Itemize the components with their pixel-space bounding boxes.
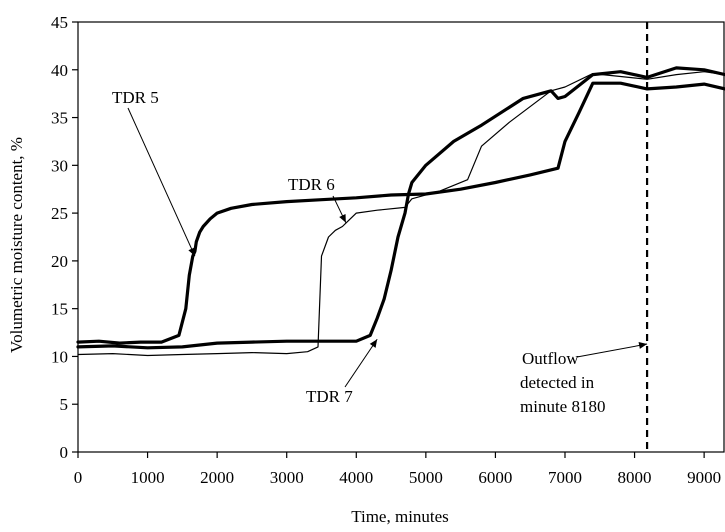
annotation-label-tdr-6: TDR 6	[288, 175, 335, 194]
x-tick-label: 5000	[409, 468, 443, 487]
annotation-line: minute 8180	[520, 397, 605, 416]
y-tick-label: 35	[51, 109, 68, 128]
annotation-leader-line	[127, 107, 196, 257]
x-axis-ticks: 0 1000 2000 3000 4000 5000 6000 7000 8000 9000	[74, 452, 721, 487]
plot-frame	[77, 21, 725, 453]
y-tick-label: 20	[51, 252, 68, 271]
series-line-tdr-6	[77, 71, 725, 357]
annotation-leader-line	[344, 338, 378, 388]
annotation-leader-line	[576, 343, 648, 358]
y-tick-label: 5	[60, 395, 69, 414]
x-tick-label: 6000	[478, 468, 512, 487]
y-tick-label: 45	[51, 13, 68, 32]
annotation-label-tdr-5: TDR 5	[112, 88, 159, 107]
series-line-tdr-7	[76, 66, 725, 350]
y-axis-ticks: 0 5 10 15 20 25 30 35 40 45	[51, 13, 78, 462]
annotation-label-tdr-7: TDR 7	[306, 387, 353, 406]
y-tick-label: 15	[51, 300, 68, 319]
plot-area	[77, 21, 725, 453]
annotation-arrowhead	[369, 339, 378, 348]
series-line-tdr-5	[76, 81, 725, 345]
y-tick-label: 30	[51, 156, 68, 175]
x-tick-label: 3000	[270, 468, 304, 487]
x-tick-label: 0	[74, 468, 83, 487]
x-axis-title: Time, minutes	[351, 507, 449, 526]
x-tick-label: 4000	[339, 468, 373, 487]
annotation-arrowhead	[638, 342, 648, 349]
annotation-arrowhead	[188, 247, 195, 257]
x-tick-label: 1000	[131, 468, 165, 487]
y-tick-label: 0	[60, 443, 69, 462]
annotation-layer: TDR 5 TDR 6 TDR 7 Outflow detected in minute …	[112, 88, 648, 416]
x-tick-label: 9000	[687, 468, 721, 487]
annotation-label-outflow: Outflow detected in minute 8180	[520, 349, 605, 416]
x-tick-label: 7000	[548, 468, 582, 487]
annotation-arrowhead	[339, 213, 346, 223]
x-tick-label: 2000	[200, 468, 234, 487]
series-layer	[76, 22, 725, 452]
y-tick-label: 10	[51, 347, 68, 366]
annotation-line: detected in	[520, 373, 595, 392]
annotation-line: Outflow	[522, 349, 579, 368]
x-tick-label: 8000	[618, 468, 652, 487]
y-tick-label: 25	[51, 204, 68, 223]
y-tick-label: 40	[51, 61, 68, 80]
y-axis-title: Volumetric moisture content, %	[7, 137, 26, 353]
